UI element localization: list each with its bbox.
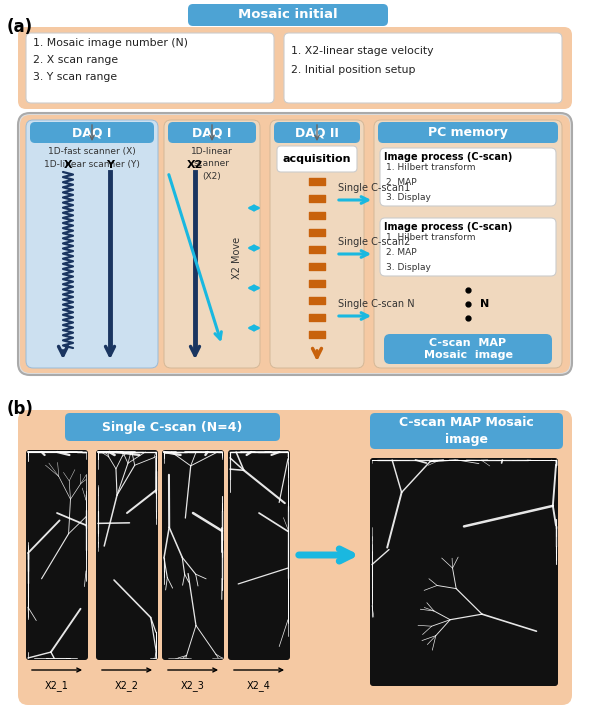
Text: DAQ II: DAQ II bbox=[295, 126, 339, 139]
Text: C-scan  MAP
Mosaic  image: C-scan MAP Mosaic image bbox=[423, 338, 512, 360]
FancyBboxPatch shape bbox=[274, 122, 360, 143]
Text: C-scan MAP Mosaic
image: C-scan MAP Mosaic image bbox=[399, 416, 534, 446]
Text: X2 Move: X2 Move bbox=[232, 237, 242, 279]
FancyBboxPatch shape bbox=[18, 113, 572, 375]
Text: DAQ I: DAQ I bbox=[193, 126, 231, 139]
FancyBboxPatch shape bbox=[30, 122, 154, 143]
FancyBboxPatch shape bbox=[370, 458, 558, 686]
Text: Image process (C-scan): Image process (C-scan) bbox=[384, 222, 512, 232]
Text: Mosaic initial: Mosaic initial bbox=[238, 9, 338, 21]
Text: X2: X2 bbox=[187, 160, 203, 170]
FancyBboxPatch shape bbox=[162, 450, 224, 660]
FancyBboxPatch shape bbox=[26, 450, 88, 660]
FancyBboxPatch shape bbox=[378, 122, 558, 143]
FancyBboxPatch shape bbox=[270, 120, 364, 368]
Text: DAQ I: DAQ I bbox=[72, 126, 112, 139]
FancyBboxPatch shape bbox=[20, 115, 570, 373]
FancyBboxPatch shape bbox=[277, 146, 357, 172]
Text: X2_3: X2_3 bbox=[181, 680, 205, 691]
FancyBboxPatch shape bbox=[188, 4, 388, 26]
FancyBboxPatch shape bbox=[168, 122, 256, 143]
Text: Image process (C-scan): Image process (C-scan) bbox=[384, 152, 512, 162]
Text: PC memory: PC memory bbox=[428, 126, 508, 139]
Text: Single C-scan N: Single C-scan N bbox=[338, 299, 415, 309]
Text: Single C-scan2: Single C-scan2 bbox=[338, 237, 411, 247]
Text: 1D-fast scanner (X)
1D-linear scanner (Y): 1D-fast scanner (X) 1D-linear scanner (Y… bbox=[44, 147, 140, 169]
FancyBboxPatch shape bbox=[228, 450, 290, 660]
FancyBboxPatch shape bbox=[370, 413, 563, 449]
FancyBboxPatch shape bbox=[18, 27, 572, 109]
FancyBboxPatch shape bbox=[374, 120, 562, 368]
Text: N: N bbox=[480, 299, 489, 309]
FancyBboxPatch shape bbox=[164, 120, 260, 368]
Text: 1. X2-linear stage velocity
2. Initial position setup: 1. X2-linear stage velocity 2. Initial p… bbox=[291, 46, 434, 75]
Text: Single C-scan (N=4): Single C-scan (N=4) bbox=[102, 421, 243, 434]
Text: X2_2: X2_2 bbox=[115, 680, 139, 691]
Text: acquisition: acquisition bbox=[283, 154, 351, 164]
Text: 1. Hilbert transform
2. MAP
3. Display: 1. Hilbert transform 2. MAP 3. Display bbox=[386, 163, 475, 202]
FancyBboxPatch shape bbox=[284, 33, 562, 103]
Text: X: X bbox=[64, 160, 72, 170]
FancyBboxPatch shape bbox=[384, 334, 552, 364]
Text: Y: Y bbox=[106, 160, 114, 170]
FancyBboxPatch shape bbox=[380, 148, 556, 206]
Text: (a): (a) bbox=[7, 18, 33, 36]
FancyBboxPatch shape bbox=[65, 413, 280, 441]
FancyBboxPatch shape bbox=[26, 120, 158, 368]
Text: Single C-scan1: Single C-scan1 bbox=[338, 183, 411, 193]
Text: 1D-linear
scanner
(X2): 1D-linear scanner (X2) bbox=[191, 147, 233, 181]
FancyBboxPatch shape bbox=[96, 450, 158, 660]
FancyBboxPatch shape bbox=[380, 218, 556, 276]
Text: (b): (b) bbox=[7, 400, 34, 418]
Text: X2_1: X2_1 bbox=[45, 680, 69, 691]
Text: 1. Hilbert transform
2. MAP
3. Display: 1. Hilbert transform 2. MAP 3. Display bbox=[386, 233, 475, 272]
FancyBboxPatch shape bbox=[26, 33, 274, 103]
FancyBboxPatch shape bbox=[18, 410, 572, 705]
Text: 1. Mosaic image number (N)
2. X scan range
3. Y scan range: 1. Mosaic image number (N) 2. X scan ran… bbox=[33, 38, 188, 83]
Text: X2_4: X2_4 bbox=[247, 680, 271, 691]
